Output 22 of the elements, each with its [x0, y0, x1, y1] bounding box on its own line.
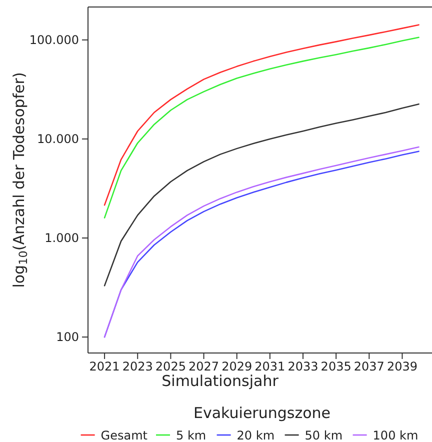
x-axis-title: Simulationsjahr	[162, 372, 280, 390]
x-tick-label: 2025	[155, 360, 186, 374]
y-tick-label: 10.000	[37, 132, 79, 146]
y-tick-label: 100	[56, 330, 79, 344]
legend-label: 100 km	[372, 428, 418, 442]
y-tick-label: 1.000	[44, 230, 79, 245]
legend-label: 20 km	[236, 428, 275, 442]
x-tick-label: 2035	[320, 360, 352, 374]
legend-label: Gesamt	[100, 428, 148, 442]
line-series	[104, 103, 420, 286]
x-tick-label: 2039	[386, 360, 418, 374]
x-tick-label: 2033	[288, 360, 318, 374]
y-tick-label: 100.000	[29, 32, 79, 47]
legend-label: 50 km	[304, 428, 343, 442]
legend-label: 5 km	[176, 428, 206, 442]
x-tick-label: 2037	[354, 360, 384, 374]
legend-title: Evakuierungszone	[194, 404, 330, 422]
x-tick-label: 2021	[89, 360, 120, 374]
x-tick-label: 2031	[254, 360, 286, 374]
x-tick-label: 2023	[122, 360, 153, 374]
x-tick-label: 2027	[188, 360, 220, 374]
x-tick-label: 2029	[222, 360, 252, 374]
